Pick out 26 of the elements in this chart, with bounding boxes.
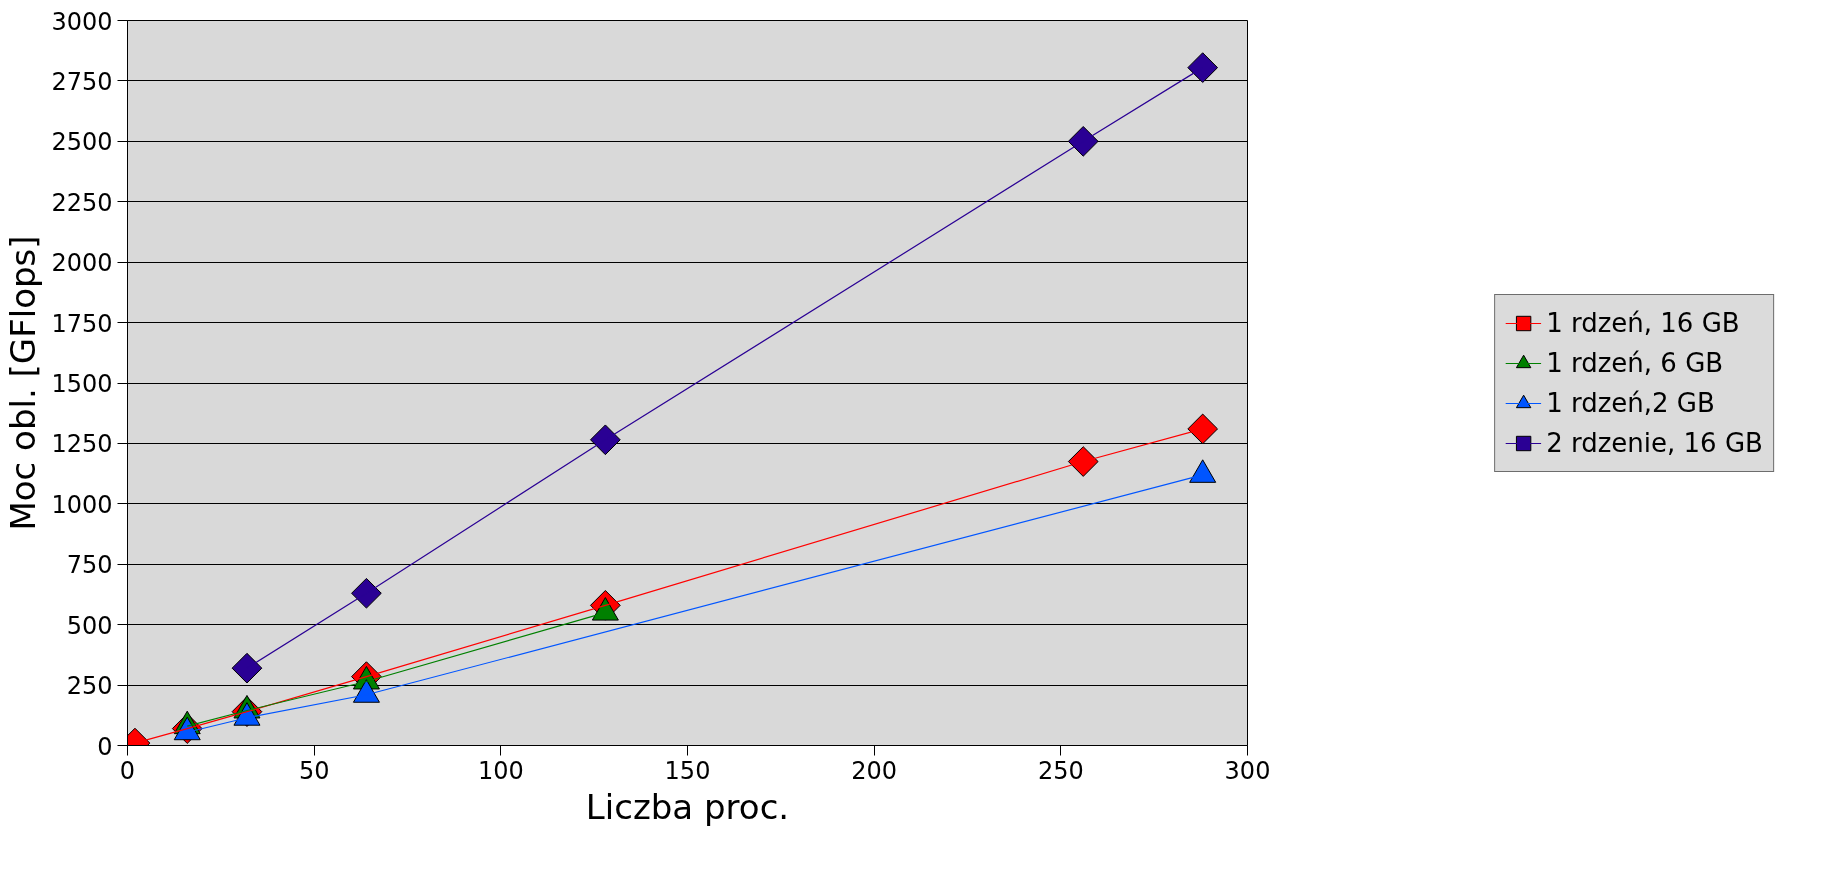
y-axis-title: Moc obl. [GFlops] (3, 235, 44, 531)
y-tick-label: 1000 (51, 490, 113, 519)
legend-label: 1 rdzeń, 16 GB (1546, 307, 1740, 338)
y-tick-label: 1250 (51, 430, 113, 459)
x-tick-label: 150 (664, 756, 711, 785)
x-tick-label: 50 (298, 756, 330, 785)
legend-label: 1 rdzeń,2 GB (1546, 387, 1715, 418)
y-tick-label: 3000 (51, 7, 113, 36)
y-tick-label: 2500 (51, 128, 113, 157)
y-tick-label: 2250 (51, 188, 113, 217)
legend-label: 1 rdzeń, 6 GB (1546, 347, 1724, 378)
x-tick-label: 0 (119, 756, 136, 785)
y-tick-label: 500 (66, 611, 113, 640)
y-tick-label: 1750 (51, 309, 113, 338)
y-tick-label: 250 (66, 672, 113, 701)
x-tick-label: 300 (1224, 756, 1271, 785)
y-tick-label: 2000 (51, 249, 113, 278)
legend-label: 2 rdzenie, 16 GB (1546, 427, 1763, 458)
x-axis-title: Liczba proc. (585, 786, 790, 827)
y-tick-label: 750 (66, 551, 113, 580)
y-tick-label: 2750 (51, 67, 113, 96)
y-tick-label: 0 (97, 732, 113, 761)
x-tick-label: 100 (477, 756, 524, 785)
y-tick-label: 1500 (51, 370, 113, 398)
x-tick-label: 250 (1037, 756, 1084, 785)
x-tick-label: 200 (851, 756, 898, 785)
